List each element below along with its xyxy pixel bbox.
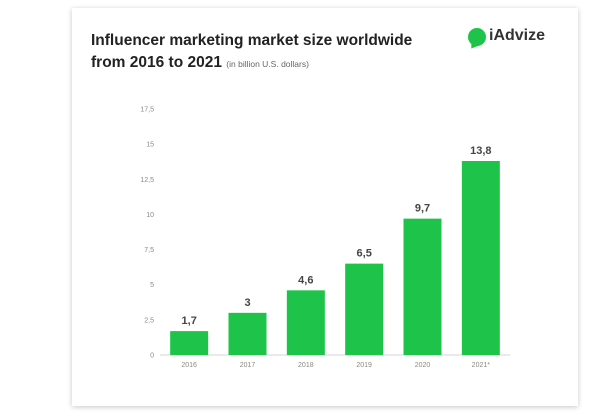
y-tick-label: 15 <box>146 142 154 149</box>
y-tick-label: 10 <box>146 212 154 219</box>
title-line-2: from 2016 to 2021 <box>91 54 222 71</box>
chart-title: Influencer marketing market size worldwi… <box>91 30 431 75</box>
x-tick-label: 2021* <box>472 362 491 369</box>
data-label: 13,8 <box>470 145 491 157</box>
data-label: 6,5 <box>357 248 372 260</box>
x-tick-label: 2020 <box>415 362 431 369</box>
speech-bubble-icon <box>468 28 486 46</box>
x-tick-label: 2019 <box>356 362 372 369</box>
bar-2021* <box>461 161 500 355</box>
bar-2018 <box>286 290 325 355</box>
bar-chart: 0 2,5 5 7,5 10 12,5 15 17,5 1,7 2016 3 2017 4,6 2018 6… <box>140 107 510 369</box>
bar-2019 <box>345 263 384 355</box>
data-label: 4,6 <box>298 274 313 286</box>
unit-note: (in billion U.S. dollars) <box>226 59 309 69</box>
logo-text: iAdvize <box>489 27 546 44</box>
data-label: 9,7 <box>415 203 430 215</box>
data-label: 3 <box>244 297 250 309</box>
y-tick-label: 5 <box>150 282 154 289</box>
y-tick-label: 7,5 <box>144 247 154 254</box>
x-tick-label: 2016 <box>181 362 197 369</box>
data-label: 1,7 <box>182 315 197 327</box>
bar-2020 <box>403 218 442 355</box>
bar-2017 <box>228 312 267 355</box>
x-tick-label: 2018 <box>298 362 314 369</box>
y-tick-label: 17,5 <box>140 107 154 114</box>
chart-card: Influencer marketing market size worldwi… <box>72 8 578 406</box>
title-line-1: Influencer marketing market size worldwi… <box>91 32 413 49</box>
x-tick-label: 2017 <box>240 362 256 369</box>
bar-2016 <box>170 331 209 355</box>
y-tick-label: 2,5 <box>144 317 154 324</box>
y-tick-label: 12,5 <box>140 177 154 184</box>
y-tick-label: 0 <box>150 353 154 360</box>
